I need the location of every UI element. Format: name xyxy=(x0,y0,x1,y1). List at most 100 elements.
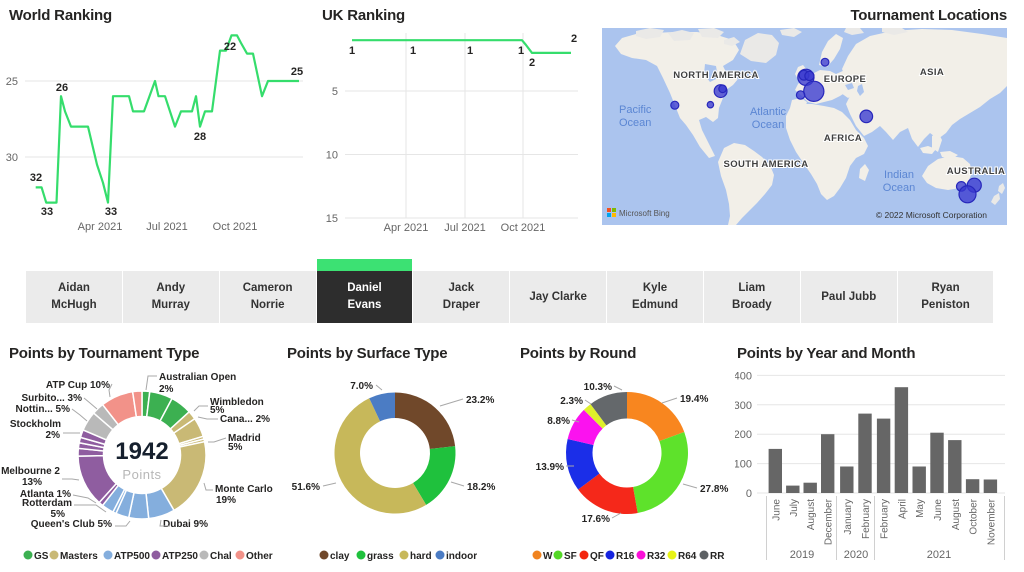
svg-text:Microsoft Bing: Microsoft Bing xyxy=(619,209,670,218)
svg-text:Madrid: Madrid xyxy=(228,433,261,444)
svg-text:UK Ranking: UK Ranking xyxy=(322,7,405,24)
svg-text:NORTH AMERICA: NORTH AMERICA xyxy=(673,70,759,81)
svg-text:AUSTRALIA: AUSTRALIA xyxy=(947,166,1006,177)
svg-text:ATP Cup 10%: ATP Cup 10% xyxy=(46,380,110,391)
svg-text:25: 25 xyxy=(291,66,303,78)
svg-text:Atlantic: Atlantic xyxy=(750,106,787,118)
svg-text:August: August xyxy=(806,499,817,530)
svg-text:Surbito... 3%: Surbito... 3% xyxy=(21,393,82,404)
svg-text:Atlanta 1%: Atlanta 1% xyxy=(20,489,71,500)
svg-text:19.4%: 19.4% xyxy=(680,394,708,405)
svg-text:Indian: Indian xyxy=(884,169,914,181)
svg-text:2: 2 xyxy=(571,33,577,45)
svg-text:17.6%: 17.6% xyxy=(582,514,610,525)
svg-text:22: 22 xyxy=(224,41,236,53)
svg-text:Points by Surface Type: Points by Surface Type xyxy=(287,345,447,362)
svg-text:Chal: Chal xyxy=(210,551,232,562)
svg-text:2021: 2021 xyxy=(927,549,951,561)
svg-text:Rotterdam: Rotterdam xyxy=(22,498,72,509)
svg-text:Cana... 2%: Cana... 2% xyxy=(220,414,270,425)
svg-text:33: 33 xyxy=(105,206,117,218)
svg-text:SF: SF xyxy=(564,551,577,562)
svg-text:28: 28 xyxy=(194,131,206,143)
svg-text:15: 15 xyxy=(326,213,338,225)
svg-text:Ocean: Ocean xyxy=(752,119,784,131)
svg-text:7.0%: 7.0% xyxy=(350,381,373,392)
svg-text:June: June xyxy=(933,499,944,521)
svg-text:5%: 5% xyxy=(51,509,66,520)
svg-text:May: May xyxy=(915,499,926,518)
svg-text:R64: R64 xyxy=(678,551,697,562)
svg-text:5%: 5% xyxy=(210,405,225,416)
svg-text:Oct 2021: Oct 2021 xyxy=(501,222,546,234)
svg-text:26: 26 xyxy=(56,82,68,94)
svg-text:25: 25 xyxy=(6,76,18,88)
svg-text:Masters: Masters xyxy=(60,551,98,562)
svg-text:Australian Open: Australian Open xyxy=(159,372,236,383)
svg-text:Jul 2021: Jul 2021 xyxy=(146,221,188,233)
svg-text:RR: RR xyxy=(710,551,725,562)
svg-text:February: February xyxy=(880,499,891,539)
svg-text:13.9%: 13.9% xyxy=(536,462,564,473)
svg-text:2%: 2% xyxy=(46,430,61,441)
svg-text:W: W xyxy=(543,551,553,562)
svg-text:Apr 2021: Apr 2021 xyxy=(384,222,429,234)
svg-text:1: 1 xyxy=(349,45,355,57)
svg-text:Monte Carlo: Monte Carlo xyxy=(215,484,273,495)
svg-text:400: 400 xyxy=(735,370,752,382)
svg-text:Oct 2021: Oct 2021 xyxy=(213,221,258,233)
svg-text:51.6%: 51.6% xyxy=(292,482,320,493)
svg-text:5%: 5% xyxy=(228,442,243,453)
svg-text:© 2022 Microsoft Corporation: © 2022 Microsoft Corporation xyxy=(876,210,987,220)
svg-text:32: 32 xyxy=(30,172,42,184)
svg-text:Wimbledon: Wimbledon xyxy=(210,397,264,408)
svg-text:clay: clay xyxy=(330,551,350,562)
svg-text:GS: GS xyxy=(34,551,49,562)
svg-text:10: 10 xyxy=(326,150,338,162)
svg-text:300: 300 xyxy=(735,400,752,412)
svg-text:Points: Points xyxy=(122,467,161,482)
svg-text:2.3%: 2.3% xyxy=(560,396,583,407)
svg-text:Melbourne 2: Melbourne 2 xyxy=(1,466,60,477)
svg-text:QF: QF xyxy=(590,551,604,562)
svg-text:100: 100 xyxy=(735,459,752,471)
svg-text:ATP500: ATP500 xyxy=(114,551,150,562)
svg-text:Points by Round: Points by Round xyxy=(520,345,636,362)
svg-text:1942: 1942 xyxy=(115,438,168,465)
svg-text:10.3%: 10.3% xyxy=(584,382,612,393)
svg-text:2019: 2019 xyxy=(790,549,814,561)
svg-text:Apr 2021: Apr 2021 xyxy=(78,221,123,233)
svg-text:1: 1 xyxy=(518,45,524,57)
svg-text:Ocean: Ocean xyxy=(619,117,651,129)
svg-text:18.2%: 18.2% xyxy=(467,482,495,493)
svg-text:October: October xyxy=(969,498,980,534)
svg-text:SOUTH AMERICA: SOUTH AMERICA xyxy=(723,159,808,170)
svg-text:R16: R16 xyxy=(616,551,635,562)
svg-text:Points by Tournament Type: Points by Tournament Type xyxy=(9,345,199,362)
svg-text:R32: R32 xyxy=(647,551,666,562)
svg-text:AFRICA: AFRICA xyxy=(824,133,862,144)
svg-text:July: July xyxy=(789,499,800,517)
svg-text:grass: grass xyxy=(367,551,394,562)
svg-text:23.2%: 23.2% xyxy=(466,395,494,406)
svg-text:8.8%: 8.8% xyxy=(547,416,570,427)
svg-text:1: 1 xyxy=(410,45,416,57)
svg-text:27.8%: 27.8% xyxy=(700,484,728,495)
svg-text:World Ranking: World Ranking xyxy=(9,7,112,24)
svg-text:Dubai 9%: Dubai 9% xyxy=(163,519,208,530)
svg-text:200: 200 xyxy=(735,429,752,441)
svg-text:Stockholm: Stockholm xyxy=(10,419,61,430)
svg-text:February: February xyxy=(861,499,872,539)
svg-text:EUROPE: EUROPE xyxy=(824,74,867,85)
svg-text:November: November xyxy=(986,498,997,545)
svg-text:0: 0 xyxy=(746,488,752,500)
svg-text:Jul 2021: Jul 2021 xyxy=(444,222,486,234)
svg-text:June: June xyxy=(771,499,782,521)
svg-text:30: 30 xyxy=(6,152,18,164)
svg-text:13%: 13% xyxy=(22,477,42,488)
svg-text:December: December xyxy=(824,498,835,545)
svg-text:ATP250: ATP250 xyxy=(162,551,198,562)
svg-text:1: 1 xyxy=(467,45,473,57)
svg-text:Tournament Locations: Tournament Locations xyxy=(850,7,1007,24)
svg-text:hard: hard xyxy=(410,551,432,562)
